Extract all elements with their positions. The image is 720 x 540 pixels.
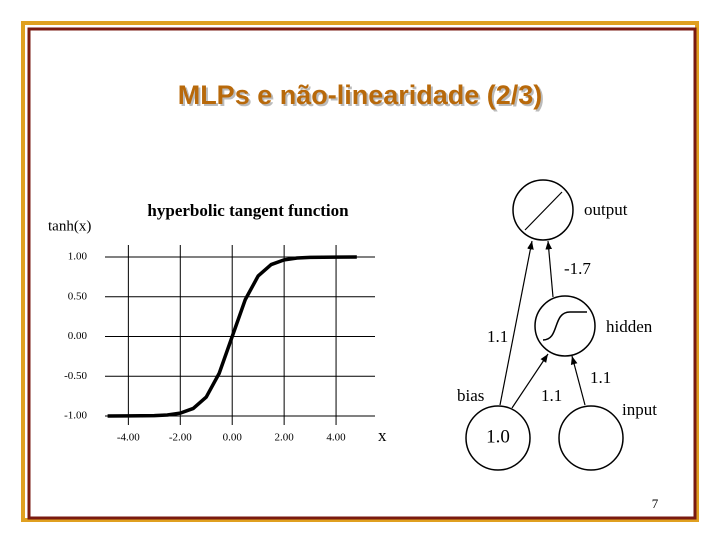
edge-weight: 1.1	[590, 368, 611, 387]
sigmoid-icon	[542, 311, 587, 341]
node-label: bias	[457, 386, 484, 405]
edge	[570, 355, 586, 406]
edge	[545, 240, 554, 298]
edge-weight: -1.7	[564, 259, 591, 278]
y-tick-label: 1.00	[68, 251, 88, 263]
node-label: input	[622, 400, 657, 419]
x-tick-label: -4.00	[117, 432, 140, 444]
y-tick-label: -0.50	[64, 370, 87, 382]
frame-outer	[21, 21, 699, 522]
node-value: 1.0	[486, 426, 510, 447]
x-tick-label: 0.00	[223, 432, 243, 444]
x-axis-label: x	[378, 426, 387, 445]
x-tick-label: -2.00	[169, 432, 192, 444]
node	[534, 295, 596, 357]
title-shadow: MLPs e não-linearidade (2/3)	[180, 82, 545, 112]
node	[512, 179, 574, 241]
edge-weight: 1.1	[541, 386, 562, 405]
y-tick-label: 0.50	[68, 290, 88, 302]
plot: 1.00 0.50 0.00 -0.50 -1.00 -4.00 -2.00 0.00 2.00…	[64, 245, 375, 444]
node	[558, 405, 624, 471]
x-tick-label: 2.00	[275, 432, 295, 444]
page-number: 7	[652, 496, 659, 511]
diagram: output hidden bias 1.0 input -1.7 1.1 1.…	[457, 179, 657, 471]
slide-title: MLPs e não-linearidade (2/3)	[178, 80, 543, 110]
edge	[499, 240, 534, 406]
y-tick-label: 0.00	[68, 330, 88, 342]
node	[465, 405, 531, 471]
node-label: hidden	[606, 317, 653, 336]
x-tick-label: 4.00	[326, 432, 346, 444]
chart-title: hyperbolic tangent function	[147, 201, 349, 220]
frame-inner	[27, 27, 697, 520]
node-label: output	[584, 200, 628, 219]
line	[107, 255, 357, 418]
edge-weight: 1.1	[487, 327, 508, 346]
edge	[511, 353, 549, 409]
y-tick-label: -1.00	[64, 410, 87, 422]
y-axis-label: tanh(x)	[48, 218, 91, 234]
linear-icon	[524, 191, 563, 231]
